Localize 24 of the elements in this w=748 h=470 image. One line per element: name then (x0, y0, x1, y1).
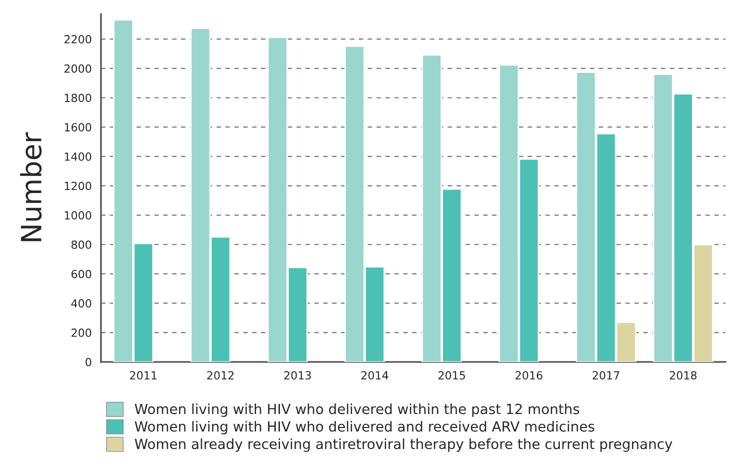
y-tick-label: 1000 (64, 211, 92, 220)
y-tick-label: 0 (86, 358, 92, 366)
x-tick-label: 2011 (130, 371, 156, 380)
legend-label: Women living with HIV who delivered within the past 12 months (134, 403, 580, 417)
x-tick-label: 2012 (207, 371, 234, 380)
x-tick-label: 2013 (284, 371, 311, 380)
y-tick-label: 200 (72, 328, 92, 337)
x-tick-label: 2018 (670, 371, 697, 380)
y-tick-label: 2000 (64, 64, 92, 73)
y-tick-label: 1800 (64, 94, 92, 102)
x-tick-label: 2015 (438, 371, 465, 380)
y-tick-label: 1400 (64, 152, 92, 161)
x-tick-label: 2017 (592, 371, 620, 380)
y-tick-label: 800 (71, 240, 92, 249)
legend-label: Women already receiving antiretroviral therapy before the current pregnancy (134, 438, 672, 452)
x-tick-label: 2014 (361, 371, 388, 380)
y-tick-label: 1200 (64, 182, 92, 190)
y-tick-label: 600 (72, 270, 92, 278)
legend-label: Women living with HIV who delivered and received ARV medicines (134, 420, 594, 434)
y-axis-title: Number (20, 132, 42, 242)
x-tick-label: 2016 (516, 371, 542, 380)
y-tick-label: 1600 (64, 123, 92, 132)
y-tick-label: 400 (71, 299, 92, 308)
y-tick-label: 2200 (64, 35, 92, 44)
